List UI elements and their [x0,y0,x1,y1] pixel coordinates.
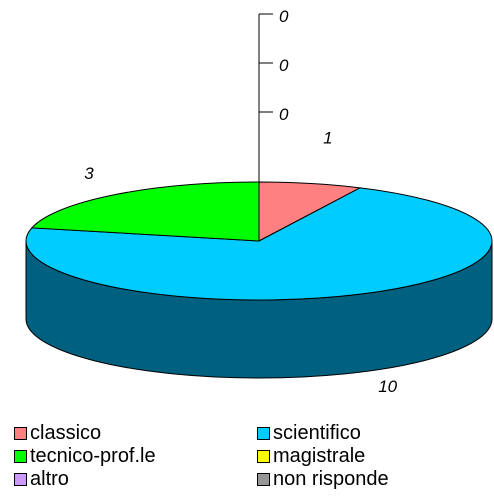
legend-item-classico: classico [14,423,101,443]
pie-slice-tecnico-prof-le [30,181,260,242]
legend-label-classico: classico [30,422,102,444]
data-label-classico: 1 [323,128,332,147]
legend-item-magistrale: magistrale [257,446,365,466]
pie-chart: 1 10 3 0 0 0 [25,7,493,396]
legend-label-non-risponde: non risponde [273,468,389,490]
legend-swatch-altro [14,472,27,486]
legend-item-altro: altro [14,469,69,489]
data-label-altro: 0 [279,56,289,75]
legend-item-scientifico: scientifico [257,423,361,443]
legend-swatch-classico [14,426,27,440]
pie-slice-scientifico [25,187,493,301]
legend-swatch-non-risponde [257,472,270,486]
legend-label-altro: altro [30,468,69,490]
legend-item-non-risponde: non risponde [257,469,389,489]
legend-label-tecnico-prof: tecnico-prof.le [30,445,156,467]
legend-swatch-tecnico-prof [14,449,27,463]
legend-item-tecnico-prof: tecnico-prof.le [14,446,156,466]
chart-legend: classico scientifico tecnico-prof.le mag… [0,420,494,492]
pie-slice-classico [258,181,362,242]
legend-label-scientifico: scientifico [273,422,361,444]
legend-swatch-scientifico [257,426,270,440]
legend-swatch-magistrale [257,449,270,463]
data-label-non-risponde: 0 [279,105,289,124]
legend-label-magistrale: magistrale [273,445,366,467]
data-label-tecnico-prof-le: 3 [84,164,94,183]
data-label-magistrale: 0 [279,7,289,26]
data-label-scientifico: 10 [378,377,397,396]
